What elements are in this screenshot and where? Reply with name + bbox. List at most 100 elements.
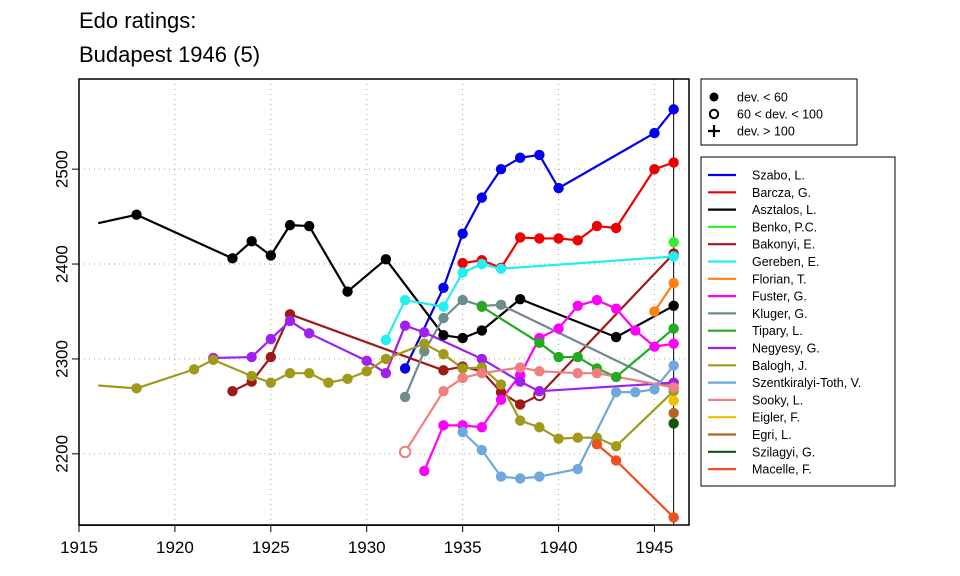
data-point-balogh-j	[361, 366, 372, 377]
legend-label: Eigler, F.	[752, 411, 800, 425]
data-point-fuster-g	[572, 300, 583, 311]
data-point-balogh-j	[495, 379, 507, 390]
data-point-balogh-j	[534, 422, 545, 433]
x-tick-label: 1925	[252, 538, 290, 557]
data-point-balogh-j	[208, 354, 219, 366]
data-point-negyesy-g	[265, 333, 277, 345]
data-point-balogh-j	[246, 370, 257, 382]
data-point-fuster-g	[476, 422, 488, 433]
x-tick-label: 1935	[444, 538, 482, 557]
data-point-balogh-j	[284, 367, 296, 379]
series-line-sooky-l	[404, 366, 674, 453]
data-point-asztalos-l	[284, 219, 296, 231]
data-point-kluger-g	[495, 299, 507, 311]
data-point-gereben-e	[668, 251, 679, 262]
data-point-szentkiralyi-toth-v	[476, 444, 488, 456]
data-point-negyesy-g	[303, 328, 315, 339]
data-point-florian-t	[668, 277, 679, 289]
data-point-sooky-l	[572, 367, 583, 379]
data-point-asztalos-l	[610, 331, 622, 343]
legend-label: Sooky, L.	[752, 393, 803, 407]
series-lines	[97, 108, 675, 519]
data-point-bakonyi-e	[438, 365, 449, 376]
x-tick-label: 1915	[60, 538, 98, 557]
marker-legend-label: 60 < dev. < 100	[737, 108, 823, 122]
data-point-asztalos-l	[265, 250, 277, 261]
series-line-szabo-l	[404, 108, 675, 369]
series-legend-box	[700, 156, 896, 487]
data-point-fuster-g	[553, 323, 564, 334]
x-tick-label: 1940	[540, 538, 578, 557]
x-axis: 1915 1920 1925 1930 1935 1940 1945	[60, 525, 673, 557]
data-point-negyesy-g	[514, 376, 526, 387]
data-point-balogh-j	[514, 415, 526, 426]
data-point-kluger-g	[438, 312, 449, 324]
data-point-balogh-j	[438, 348, 449, 360]
data-point-asztalos-l	[457, 332, 468, 344]
legend-label: Bakonyi, E.	[752, 238, 815, 252]
data-point-egri-l	[668, 407, 679, 419]
data-point-balogh-j	[265, 377, 277, 388]
data-point-tipary-l	[610, 371, 622, 383]
data-point-tipary-l	[668, 323, 679, 334]
y-tick-label: 2500	[53, 150, 72, 188]
data-point-negyesy-g	[246, 351, 257, 363]
legend-label: Fuster, G.	[752, 290, 807, 304]
data-point-macelle-f	[668, 512, 679, 523]
data-point-macelle-f	[610, 455, 622, 466]
data-point-szentkiralyi-toth-v	[610, 386, 622, 398]
data-point-fuster-g	[591, 294, 603, 306]
legend-label: Kluger, G.	[752, 307, 808, 321]
data-point-kluger-g	[457, 294, 468, 306]
legend-label: Barcza, G.	[752, 186, 811, 200]
data-point-szabo-l	[399, 363, 411, 374]
data-point-szentkiralyi-toth-v	[649, 384, 660, 395]
data-point-benko-p-c	[668, 237, 679, 248]
legend-label: Florian, T.	[752, 272, 807, 286]
data-point-balogh-j	[380, 353, 392, 365]
data-point-asztalos-l	[246, 236, 257, 247]
data-point-fuster-g	[649, 341, 660, 352]
legend-label: Benko, P.C.	[752, 220, 817, 234]
y-tick-label: 2400	[53, 245, 72, 283]
series-line-macelle-f	[596, 443, 675, 519]
data-point-gereben-e	[495, 263, 507, 274]
data-point-szabo-l	[457, 228, 468, 239]
data-point-barcza-g	[553, 233, 564, 244]
data-point-asztalos-l	[342, 286, 353, 297]
data-point-szabo-l	[514, 152, 526, 163]
data-point-gereben-e	[399, 294, 411, 306]
data-point-asztalos-l	[227, 253, 238, 264]
data-point-asztalos-l	[476, 325, 488, 336]
x-tick-label: 1920	[156, 538, 194, 557]
data-point-balogh-j	[419, 338, 430, 349]
data-point-negyesy-g	[284, 315, 296, 327]
data-point-balogh-j	[342, 373, 353, 385]
data-point-balogh-j	[457, 363, 468, 374]
data-point-sooky-l	[534, 366, 545, 377]
data-point-szentkiralyi-toth-v	[514, 473, 526, 484]
data-point-negyesy-g	[380, 367, 392, 379]
data-point-florian-t	[649, 306, 660, 317]
data-point-fuster-g	[438, 420, 449, 431]
legend-label: Balogh, J.	[752, 359, 808, 373]
data-point-balogh-j	[553, 433, 564, 444]
data-point-negyesy-g	[399, 320, 411, 331]
data-point-sooky-l	[438, 386, 449, 397]
data-point-fuster-g	[610, 303, 622, 314]
data-point-balogh-j	[131, 383, 142, 394]
data-point-kluger-g	[399, 391, 411, 403]
data-point-szentkiralyi-toth-v	[630, 386, 641, 398]
data-point-fuster-g	[495, 394, 507, 405]
chart-title-line-2: Budapest 1946 (5)	[79, 42, 260, 67]
legend-label: Asztalos, L.	[752, 203, 817, 217]
data-point-szabo-l	[649, 127, 660, 139]
data-point-barcza-g	[668, 157, 679, 168]
data-point-barcza-g	[534, 233, 545, 244]
data-point-bakonyi-e	[495, 386, 507, 398]
data-point-szentkiralyi-toth-v	[534, 471, 545, 482]
data-point-szabo-l	[438, 282, 449, 293]
data-point-sooky-l	[457, 372, 468, 384]
y-axis: 2200 2300 2400 2500	[53, 150, 79, 473]
